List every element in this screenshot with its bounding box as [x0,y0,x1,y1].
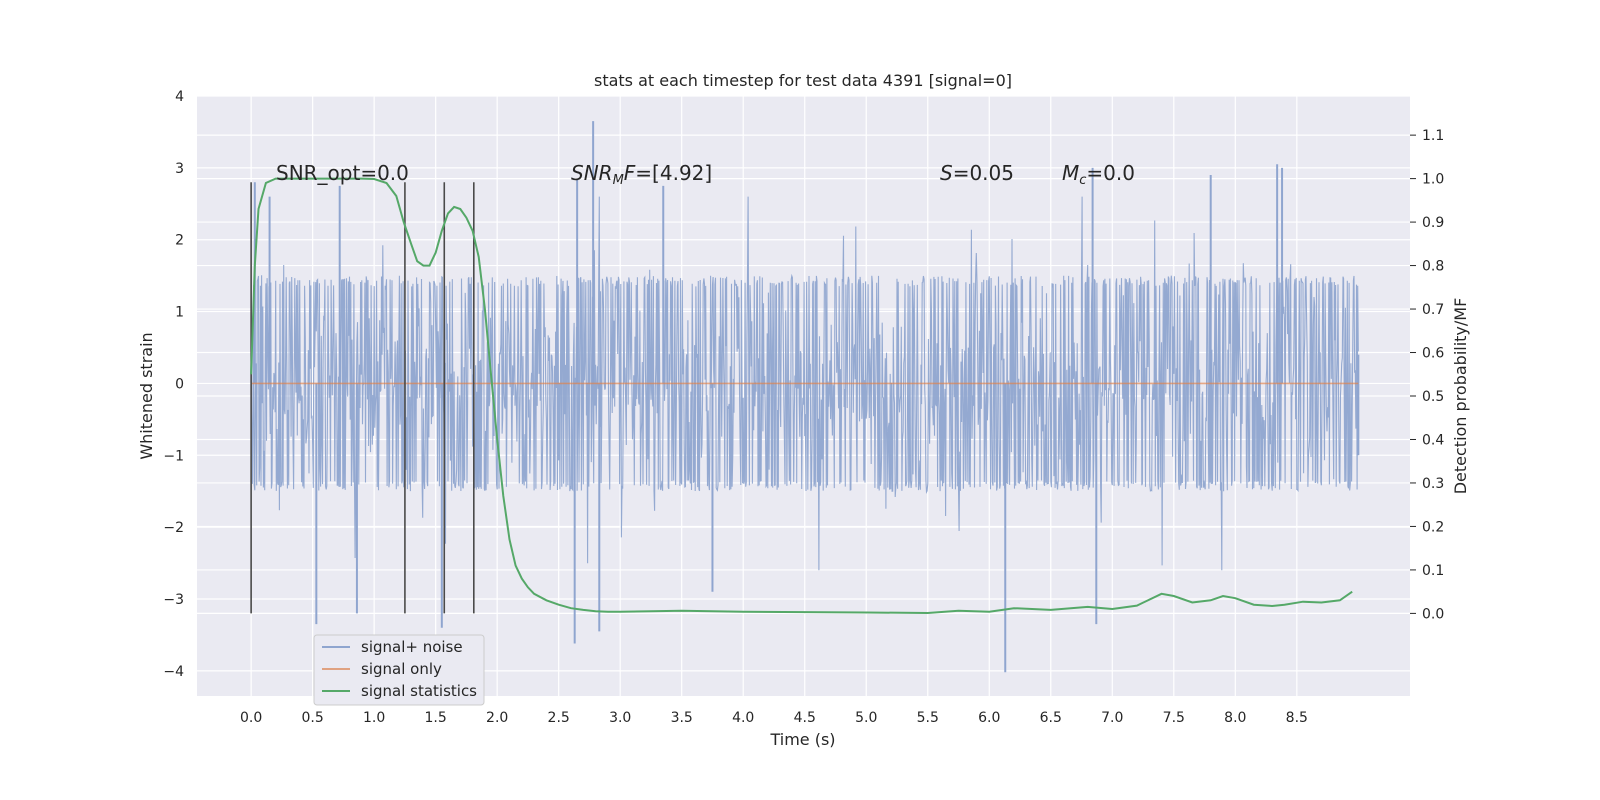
y-tick-label: −3 [163,592,184,608]
x-tick-label: 5.5 [917,710,939,726]
legend-label-signal-statistics: signal statistics [361,682,477,700]
annotation-mc: Mc=0.0 [1062,161,1135,188]
annotation-snr-opt: SNR_opt=0.0 [276,161,409,185]
y2-tick-label: 0.4 [1422,432,1444,448]
x-tick-label: 1.5 [425,710,447,726]
x-tick-label: 8.0 [1224,710,1246,726]
x-tick-label: 6.5 [1040,710,1062,726]
y-tick-label: −1 [163,448,184,464]
y-tick-label: 4 [175,89,184,105]
y2-tick-label: 0.2 [1422,519,1444,535]
x-tick-label: 3.0 [609,710,631,726]
signal-statistics-series [250,177,1353,615]
x-tick-label: 3.5 [671,710,693,726]
legend-box [313,634,485,706]
annotations: SNR_opt=0.0 SNRMF=[4.92] S=0.05 Mc=0.0 [276,161,1135,188]
y-axis-ticks: −4 −3 −2 −1 0 1 2 3 4 [163,89,184,680]
legend-label-signal-noise: signal+ noise [361,638,463,656]
x-tick-label: 7.5 [1163,710,1185,726]
legend: signal+ noise signal only signal statist… [313,634,485,706]
y-tick-label: 2 [175,233,184,249]
x-tick-label: 1.0 [363,710,385,726]
y-tick-label: 0 [175,376,184,392]
y2-axis-ticks: 0.0 0.1 0.2 0.3 0.4 0.5 0.6 0.7 0.8 0.9 1.0 1.1 [1410,128,1444,622]
y2-tick-label: 0.9 [1422,215,1444,231]
y2-tick-label: 0.1 [1422,563,1444,579]
y-tick-label: 1 [175,305,184,321]
y2-tick-label: 0.5 [1422,389,1444,405]
y2-tick-label: 0.6 [1422,346,1444,362]
y2-tick-label: 1.0 [1422,172,1444,188]
x-tick-label: 2.0 [486,710,508,726]
annotation-snr-mf: SNRMF=[4.92] [571,161,712,188]
x-tick-label: 6.0 [978,710,1000,726]
signal-statistics-line [250,177,1353,615]
y-tick-label: 3 [175,161,184,177]
x-tick-label: 7.0 [1101,710,1123,726]
y-axis-label: Whitened strain [137,332,156,459]
x-tick-label: 0.0 [240,710,262,726]
vertical-markers [250,182,475,614]
x-tick-label: 5.0 [855,710,877,726]
y-tick-label: −2 [163,520,184,536]
y-tick-label: −4 [163,664,184,680]
x-axis-label: Time (s) [769,730,835,749]
y2-tick-label: 1.1 [1422,128,1444,144]
y2-tick-label: 0.8 [1422,259,1444,275]
signal-noise-series [250,121,1360,673]
chart-title: stats at each timestep for test data 439… [594,71,1012,90]
signal-noise-trace [250,196,1359,571]
x-tick-label: 0.5 [302,710,324,726]
legend-label-signal-only: signal only [361,660,442,678]
annotation-s: S=0.05 [940,161,1014,185]
x-axis-ticks: 0.0 0.5 1.0 1.5 2.0 2.5 3.0 3.5 4.0 4.5 5.0 5.5 6.0 6… [240,710,1308,726]
y2-tick-label: 0.0 [1422,606,1444,622]
y2-tick-label: 0.7 [1422,302,1444,318]
x-tick-label: 8.5 [1286,710,1308,726]
y2-tick-label: 0.3 [1422,476,1444,492]
x-tick-label: 4.5 [794,710,816,726]
y2-axis-label: Detection probability/MF [1451,298,1470,495]
x-tick-label: 4.0 [732,710,754,726]
x-tick-label: 2.5 [548,710,570,726]
